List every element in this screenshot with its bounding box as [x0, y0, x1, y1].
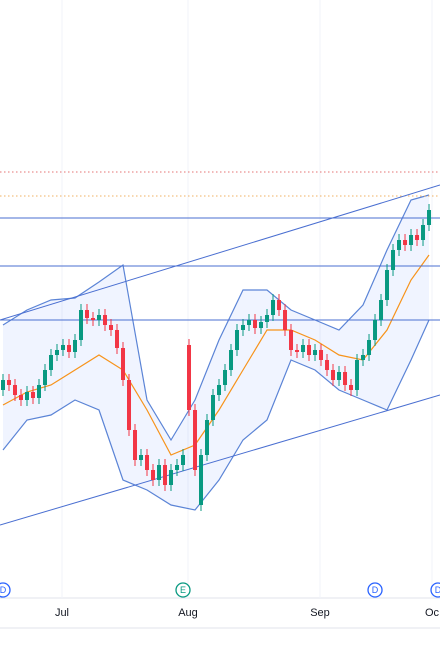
candle-body — [319, 350, 324, 360]
candle-body — [67, 345, 72, 352]
band-lower — [2, 319, 430, 511]
candle-body — [229, 350, 234, 370]
candle-body — [91, 318, 96, 320]
candle-body — [7, 380, 12, 385]
candle-body — [73, 340, 78, 352]
x-tick-label: Aug — [178, 607, 198, 619]
candle-body — [409, 235, 414, 245]
candle-body — [421, 225, 426, 240]
candle-body — [1, 380, 6, 390]
candle-body — [361, 355, 366, 360]
event-label: D — [372, 585, 379, 595]
event-label: E — [180, 585, 186, 595]
candle-body — [373, 320, 378, 340]
candle-body — [25, 392, 30, 400]
candle-body — [43, 370, 48, 385]
candle-body — [385, 270, 390, 300]
candle-body — [175, 465, 180, 470]
candle-body — [391, 250, 396, 270]
candle-body — [277, 300, 282, 310]
candle-body — [109, 325, 114, 330]
candle-body — [307, 345, 312, 355]
channel-line — [0, 184, 440, 321]
candle-body — [19, 395, 24, 400]
candle-body — [247, 320, 252, 325]
band-fill — [3, 195, 429, 510]
candle-body — [163, 465, 168, 485]
candle-body — [151, 470, 156, 480]
x-tick-label: Jul — [55, 607, 69, 619]
candle-body — [139, 455, 144, 460]
candle-body — [13, 385, 18, 395]
candle-body — [265, 315, 270, 322]
candle-body — [217, 385, 222, 395]
candle-body — [61, 345, 66, 350]
candle-body — [115, 330, 120, 348]
candle-body — [301, 345, 306, 352]
x-tick-label: Sep — [310, 607, 330, 619]
candle-body — [121, 348, 126, 380]
candle-body — [187, 345, 192, 410]
candle-body — [283, 310, 288, 330]
candle-body — [349, 385, 354, 390]
candle-body — [199, 455, 204, 505]
candle-body — [337, 372, 342, 380]
candle-body — [133, 430, 138, 460]
band-upper — [2, 194, 430, 442]
event-label: D — [435, 585, 440, 595]
event-marker — [0, 582, 11, 598]
candle-body — [79, 310, 84, 340]
candle-body — [241, 325, 246, 330]
event-marker — [430, 582, 440, 598]
event-marker — [367, 582, 383, 598]
candle-body — [145, 455, 150, 470]
candle-body — [49, 355, 54, 370]
event-marker — [175, 582, 191, 598]
candle-body — [31, 392, 36, 398]
candle-body — [367, 340, 372, 355]
x-tick-label: Oc — [425, 607, 440, 619]
event-label: D — [0, 585, 7, 595]
candle-body — [97, 315, 102, 320]
candle-body — [325, 360, 330, 370]
candle-body — [271, 300, 276, 315]
candle-body — [223, 370, 228, 385]
candle-body — [295, 350, 300, 352]
candle-body — [427, 210, 432, 225]
candle-body — [211, 395, 216, 420]
candle-body — [403, 240, 408, 245]
candle-body — [415, 235, 420, 240]
candle-body — [85, 310, 90, 318]
candle-body — [331, 370, 336, 380]
candle-body — [193, 410, 198, 470]
candle-body — [343, 372, 348, 385]
candle-body — [103, 315, 108, 325]
channel-line — [0, 394, 440, 526]
candle-body — [289, 330, 294, 350]
candle-body — [37, 385, 42, 398]
candle-body — [169, 470, 174, 485]
candle-body — [313, 350, 318, 355]
candle-body — [157, 465, 162, 480]
candle-body — [205, 420, 210, 455]
candle-body — [55, 350, 60, 355]
candle-body — [127, 380, 132, 430]
candle-body — [259, 322, 264, 328]
candle-body — [181, 455, 186, 465]
candle-body — [253, 320, 258, 328]
candle-body — [379, 300, 384, 320]
candle-body — [235, 330, 240, 350]
candle-body — [397, 240, 402, 250]
candle-body — [355, 360, 360, 390]
